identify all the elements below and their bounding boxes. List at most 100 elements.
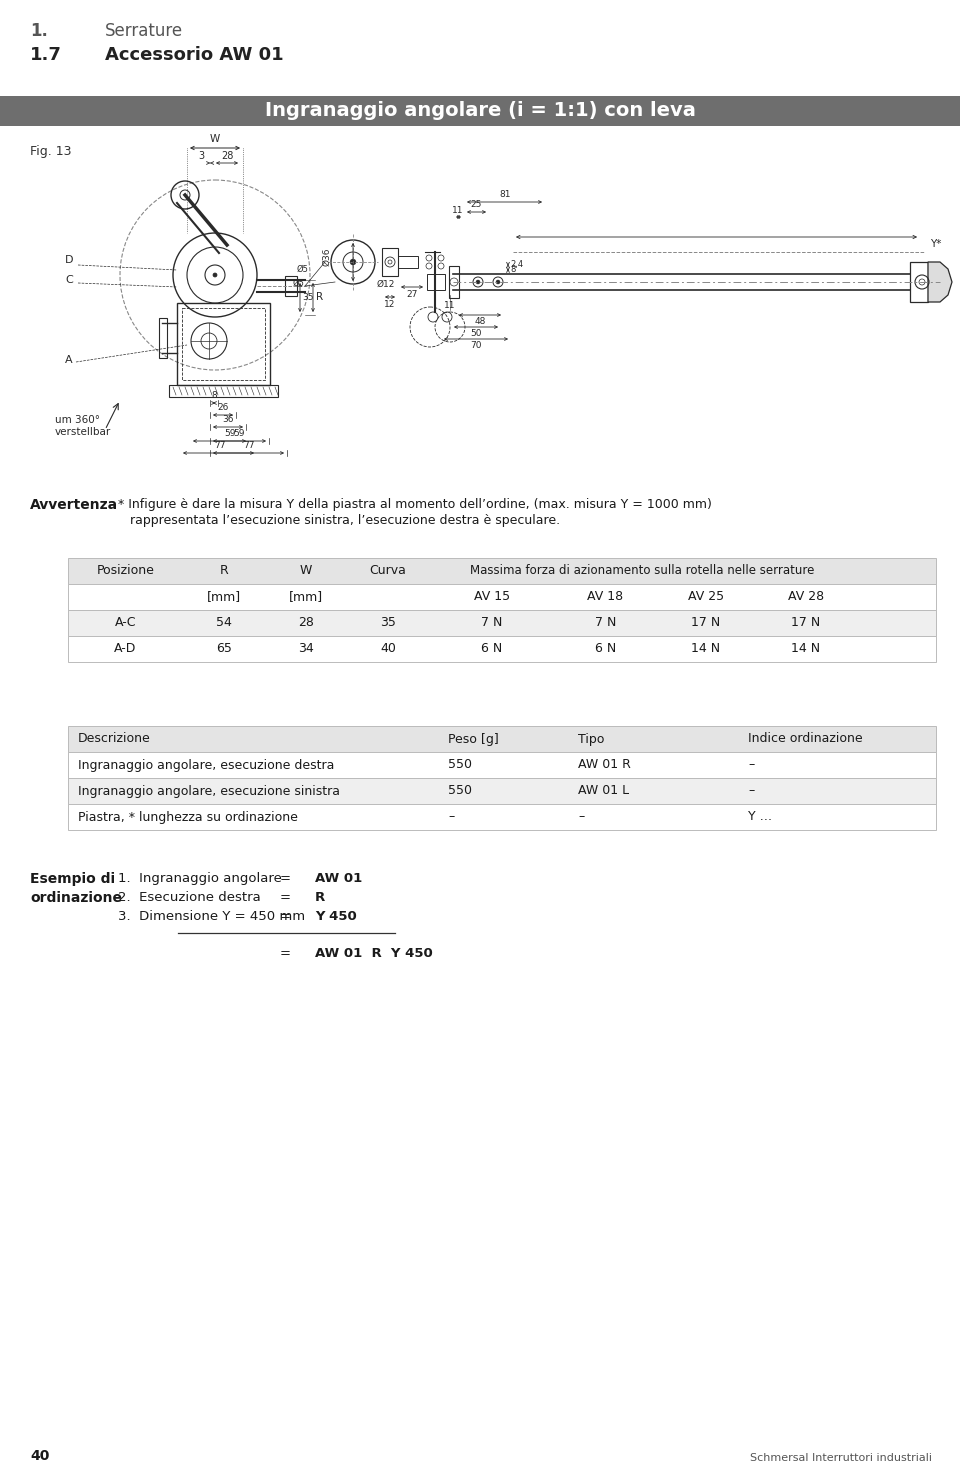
Text: 8: 8 bbox=[510, 265, 516, 274]
Circle shape bbox=[350, 259, 356, 265]
Text: Curva: Curva bbox=[370, 564, 406, 577]
Text: Ø5: Ø5 bbox=[297, 265, 309, 274]
Text: 36: 36 bbox=[223, 414, 233, 423]
Text: 17 N: 17 N bbox=[791, 617, 821, 629]
Bar bbox=[68, 778, 936, 804]
Text: 34: 34 bbox=[299, 642, 314, 656]
Text: AV 28: AV 28 bbox=[788, 591, 824, 604]
Text: 35: 35 bbox=[380, 617, 396, 629]
Text: um 360°: um 360° bbox=[55, 414, 100, 425]
Text: 26: 26 bbox=[217, 403, 228, 411]
Text: 59: 59 bbox=[225, 429, 236, 438]
Text: 27: 27 bbox=[406, 290, 418, 299]
Text: AW 01: AW 01 bbox=[315, 872, 362, 885]
Text: 28: 28 bbox=[298, 617, 314, 629]
Text: A: A bbox=[65, 355, 73, 366]
Text: 7 N: 7 N bbox=[595, 617, 616, 629]
Text: 6 N: 6 N bbox=[481, 642, 503, 656]
Circle shape bbox=[213, 272, 217, 277]
Text: R: R bbox=[316, 292, 324, 302]
Bar bbox=[68, 804, 936, 830]
Bar bbox=[182, 308, 265, 380]
Text: Descrizione: Descrizione bbox=[78, 733, 151, 746]
Text: ordinazione: ordinazione bbox=[30, 891, 122, 904]
Text: AV 25: AV 25 bbox=[688, 591, 724, 604]
Text: Fig. 13: Fig. 13 bbox=[30, 145, 71, 158]
Text: 12: 12 bbox=[384, 300, 396, 309]
Text: 48: 48 bbox=[474, 317, 486, 326]
Text: D: D bbox=[65, 255, 74, 265]
Text: C: C bbox=[65, 275, 73, 286]
Text: Ingranaggio angolare, esecuzione sinistra: Ingranaggio angolare, esecuzione sinistr… bbox=[78, 784, 340, 798]
Text: 77: 77 bbox=[214, 441, 226, 450]
Text: verstellbar: verstellbar bbox=[55, 428, 111, 437]
Text: A-D: A-D bbox=[114, 642, 136, 656]
Bar bbox=[159, 318, 167, 358]
Text: 3.  Dimensione Y = 450 mm: 3. Dimensione Y = 450 mm bbox=[118, 910, 305, 924]
Text: 40: 40 bbox=[30, 1449, 49, 1464]
Text: AV 18: AV 18 bbox=[588, 591, 624, 604]
Text: 81: 81 bbox=[499, 189, 511, 198]
Text: Peso [g]: Peso [g] bbox=[448, 733, 499, 746]
Text: 54: 54 bbox=[216, 617, 232, 629]
Bar bbox=[68, 636, 936, 662]
Text: 59: 59 bbox=[233, 429, 245, 438]
Text: 35: 35 bbox=[302, 293, 314, 302]
Text: 50: 50 bbox=[470, 329, 482, 337]
Text: A-C: A-C bbox=[115, 617, 136, 629]
Text: =: = bbox=[279, 891, 291, 904]
Text: Avvertenza: Avvertenza bbox=[30, 497, 118, 512]
Text: AW 01 R: AW 01 R bbox=[578, 758, 631, 771]
Text: W: W bbox=[300, 564, 312, 577]
Bar bbox=[449, 266, 459, 297]
Text: Tipo: Tipo bbox=[578, 733, 605, 746]
Text: –: – bbox=[578, 811, 585, 823]
Bar bbox=[398, 256, 418, 268]
Text: 6 N: 6 N bbox=[595, 642, 616, 656]
Text: Ø36: Ø36 bbox=[323, 247, 331, 266]
Text: =: = bbox=[279, 872, 291, 885]
Text: [mm]: [mm] bbox=[207, 591, 241, 604]
Text: Ingranaggio angolare, esecuzione destra: Ingranaggio angolare, esecuzione destra bbox=[78, 758, 334, 771]
Text: Posizione: Posizione bbox=[97, 564, 155, 577]
Text: 2.  Esecuzione destra: 2. Esecuzione destra bbox=[118, 891, 261, 904]
Text: AW 01  R  Y 450: AW 01 R Y 450 bbox=[315, 947, 433, 961]
Text: 7 N: 7 N bbox=[481, 617, 503, 629]
Text: =: = bbox=[279, 910, 291, 924]
Text: 25: 25 bbox=[470, 200, 482, 209]
Bar bbox=[910, 262, 928, 302]
Text: Serrature: Serrature bbox=[105, 22, 183, 40]
Text: =: = bbox=[279, 947, 291, 961]
Text: 1.7: 1.7 bbox=[30, 46, 61, 64]
Text: [mm]: [mm] bbox=[289, 591, 324, 604]
Text: Y*: Y* bbox=[930, 238, 942, 249]
Text: –: – bbox=[748, 758, 755, 771]
Circle shape bbox=[496, 280, 500, 284]
Text: 550: 550 bbox=[448, 758, 472, 771]
Text: Ø12: Ø12 bbox=[377, 280, 396, 289]
Bar bbox=[68, 585, 936, 610]
Bar bbox=[68, 610, 936, 636]
Text: 8: 8 bbox=[211, 391, 217, 400]
Text: 550: 550 bbox=[448, 784, 472, 798]
Bar bbox=[68, 558, 936, 585]
Text: 70: 70 bbox=[470, 340, 482, 349]
Bar bbox=[382, 249, 398, 275]
Text: Y 450: Y 450 bbox=[315, 910, 357, 924]
Text: R: R bbox=[220, 564, 228, 577]
Text: 11: 11 bbox=[444, 300, 456, 309]
Bar bbox=[68, 752, 936, 778]
Bar bbox=[177, 303, 270, 385]
Text: 28: 28 bbox=[221, 151, 233, 161]
Circle shape bbox=[476, 280, 480, 284]
Text: Ø5: Ø5 bbox=[293, 278, 305, 287]
Text: W: W bbox=[210, 135, 220, 144]
Text: 1.: 1. bbox=[30, 22, 48, 40]
Text: rappresentata l’esecuzione sinistra, l’esecuzione destra è speculare.: rappresentata l’esecuzione sinistra, l’e… bbox=[118, 514, 560, 527]
Bar bbox=[169, 385, 278, 397]
Text: Esempio di: Esempio di bbox=[30, 872, 115, 887]
Text: 2,4: 2,4 bbox=[510, 260, 523, 269]
Text: 77: 77 bbox=[243, 441, 254, 450]
Text: AW 01 L: AW 01 L bbox=[578, 784, 629, 798]
Text: 11: 11 bbox=[452, 206, 464, 215]
